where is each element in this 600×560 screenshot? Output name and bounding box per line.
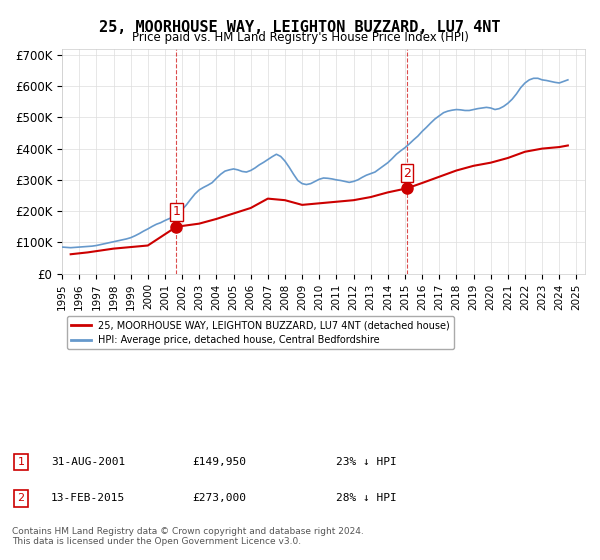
Text: £149,950: £149,950 — [192, 457, 246, 467]
Legend: 25, MOORHOUSE WAY, LEIGHTON BUZZARD, LU7 4NT (detached house), HPI: Average pric: 25, MOORHOUSE WAY, LEIGHTON BUZZARD, LU7… — [67, 316, 454, 349]
Text: 23% ↓ HPI: 23% ↓ HPI — [336, 457, 397, 467]
Text: 31-AUG-2001: 31-AUG-2001 — [51, 457, 125, 467]
Text: £273,000: £273,000 — [192, 493, 246, 503]
Text: 1: 1 — [172, 205, 181, 218]
Text: 25, MOORHOUSE WAY, LEIGHTON BUZZARD, LU7 4NT: 25, MOORHOUSE WAY, LEIGHTON BUZZARD, LU7… — [99, 20, 501, 35]
Text: 2: 2 — [403, 166, 411, 180]
Text: 13-FEB-2015: 13-FEB-2015 — [51, 493, 125, 503]
Text: 1: 1 — [17, 457, 25, 467]
Text: Price paid vs. HM Land Registry's House Price Index (HPI): Price paid vs. HM Land Registry's House … — [131, 31, 469, 44]
Text: 2: 2 — [17, 493, 25, 503]
Text: 28% ↓ HPI: 28% ↓ HPI — [336, 493, 397, 503]
Text: Contains HM Land Registry data © Crown copyright and database right 2024.
This d: Contains HM Land Registry data © Crown c… — [12, 526, 364, 546]
